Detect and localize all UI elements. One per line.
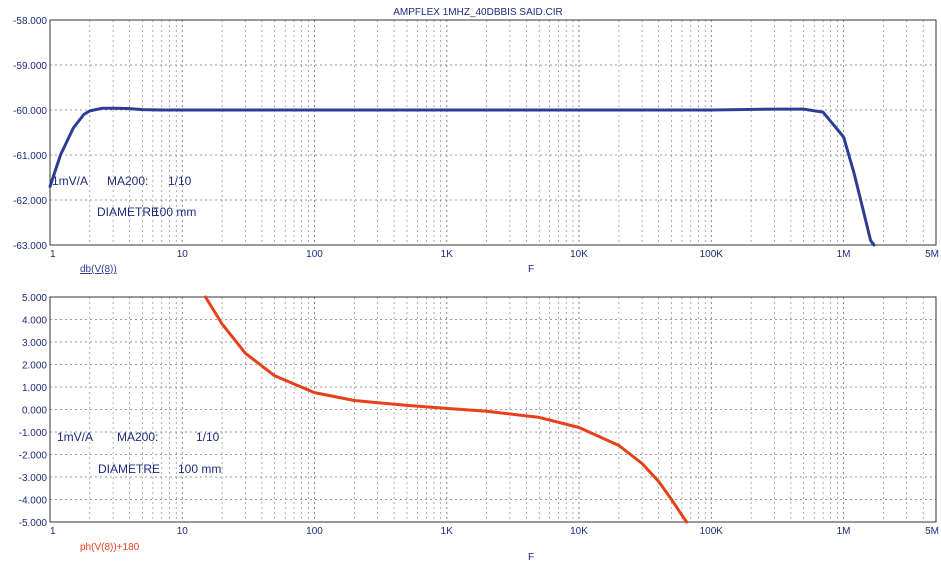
- series-line: [204, 295, 689, 524]
- y-tick-label: -59.000: [13, 61, 47, 72]
- chart-title: AMPFLEX 1MHZ_40DBBIS SAID.CIR: [393, 7, 563, 18]
- legend-label: ph(V(8))+180: [80, 542, 140, 553]
- y-tick-label: -62.000: [13, 196, 47, 207]
- x-tick-label: 100: [306, 249, 323, 260]
- plot-annotation: 1/10: [196, 430, 220, 444]
- x-tick-label: 10: [177, 249, 189, 260]
- x-tick-label: 1: [50, 526, 56, 537]
- y-tick-label: 4.000: [22, 316, 47, 327]
- x-tick-label: 1K: [441, 249, 454, 260]
- y-tick-label: -60.000: [13, 106, 47, 117]
- legend-label: db(V(8)): [80, 264, 117, 275]
- x-axis-label: F: [528, 264, 534, 275]
- y-tick-label: -63.000: [13, 241, 47, 252]
- plot-annotation: MA200:: [107, 174, 148, 188]
- y-tick-label: 0.000: [22, 406, 47, 417]
- x-axis-label: F: [528, 552, 534, 563]
- plot-annotation: 1mV/A: [57, 430, 93, 444]
- plot-annotation: DIAMETRE: [98, 462, 160, 476]
- plot-annotation: 100 mm: [178, 462, 221, 476]
- x-tick-label: 100K: [700, 526, 724, 537]
- series-line: [48, 106, 876, 247]
- plot-annotation: 1mV/A: [52, 174, 88, 188]
- plot-frame: [49, 296, 937, 523]
- y-tick-label: -1.000: [19, 428, 48, 439]
- y-tick-label: 5.000: [22, 293, 47, 304]
- plot-annotation: MA200:: [117, 430, 158, 444]
- plot-annotation: 100 mm: [153, 205, 196, 219]
- x-tick-label: 10K: [570, 249, 588, 260]
- x-tick-label: 100: [306, 526, 323, 537]
- plot-annotation: 1/10: [168, 174, 192, 188]
- y-tick-label: 3.000: [22, 338, 47, 349]
- magnitude-plot: -63.000 -62.000 -61.000 -60.000 -59.000 -58.0…: [13, 16, 939, 275]
- y-tick-label: -2.000: [19, 451, 48, 462]
- x-tick-label: 100K: [700, 249, 724, 260]
- x-tick-label: 5M: [925, 526, 939, 537]
- x-tick-label: 1M: [837, 249, 851, 260]
- x-tick-label: 1K: [441, 526, 454, 537]
- x-tick-label: 10K: [570, 526, 588, 537]
- y-tick-label: -4.000: [19, 496, 48, 507]
- x-tick-label: 1M: [837, 526, 851, 537]
- y-tick-label: -3.000: [19, 473, 48, 484]
- y-tick-label: -5.000: [19, 518, 48, 529]
- x-tick-label: 1: [50, 249, 56, 260]
- phase-plot: -5.000 -4.000 -3.000 -2.000 -1.000 0.000 1.000…: [19, 293, 939, 563]
- plot-annotation: DIAMETRE: [97, 205, 159, 219]
- plot-frame: [49, 19, 937, 246]
- y-tick-label: -58.000: [13, 16, 47, 27]
- y-tick-label: 2.000: [22, 361, 47, 372]
- x-tick-label: 5M: [925, 249, 939, 260]
- x-tick-label: 10: [177, 526, 189, 537]
- y-tick-label: 1.000: [22, 383, 47, 394]
- y-tick-label: -61.000: [13, 151, 47, 162]
